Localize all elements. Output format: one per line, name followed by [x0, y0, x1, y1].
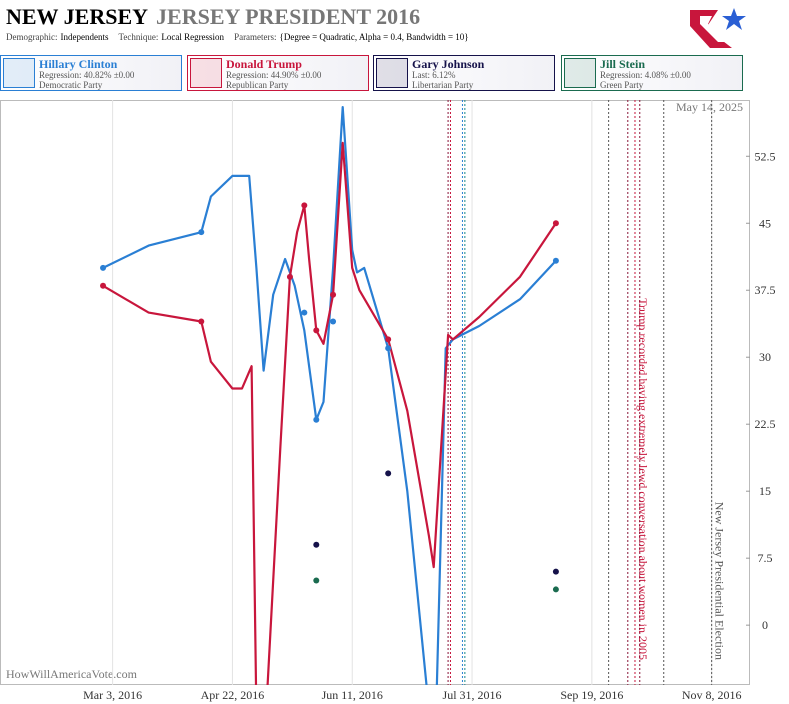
legend-name: Hillary Clinton — [39, 57, 118, 71]
legend-name: Jill Stein — [600, 57, 646, 71]
event-label: New Jersey Presidential Election — [713, 502, 727, 660]
legend-name: Gary Johnson — [412, 57, 485, 71]
y-tick-label: 45 — [759, 216, 771, 230]
parameter-label: Parameters: — [234, 32, 277, 42]
legend: Hillary Clinton Regression: 40.82% ±0.00 D… — [0, 55, 750, 93]
legend-icon — [190, 58, 222, 88]
poll-dot — [313, 416, 320, 423]
x-tick-label: Sep 19, 2016 — [560, 688, 623, 702]
poll-dot — [198, 318, 205, 325]
poll-dot — [552, 586, 559, 593]
legend-item: Gary Johnson Last: 6.12% Libertarian Party — [373, 55, 555, 91]
poll-dot — [301, 309, 308, 316]
parameter-value: Independents — [60, 32, 109, 42]
y-tick-label: 15 — [759, 484, 771, 498]
x-tick-label: Jun 11, 2016 — [322, 688, 383, 702]
logo — [690, 8, 746, 48]
logo-stripe — [700, 16, 728, 42]
logo-star — [722, 8, 746, 30]
legend-stat: Regression: 40.82% ±0.00 — [39, 70, 135, 80]
legend-stat: Last: 6.12% — [412, 70, 456, 80]
poll-dot — [313, 541, 320, 548]
y-tick-label: 30 — [759, 350, 771, 364]
parameter-label: Technique: — [118, 32, 159, 42]
x-tick-label: Jul 31, 2016 — [443, 688, 502, 702]
trend-line — [102, 106, 557, 685]
legend-item: Donald Trump Regression: 44.90% ±0.00 Repu… — [187, 55, 369, 91]
parameter-value: {Degree = Quadratic, Alpha = 0.4, Bandwi… — [279, 32, 469, 42]
poll-dot — [552, 257, 559, 264]
plot-frame — [0, 100, 750, 685]
subtitle: JERSEY PRESIDENT 2016 — [156, 4, 421, 29]
legend-party: Libertarian Party — [412, 80, 474, 90]
parameter-label: Demographic: — [6, 32, 58, 42]
legend-icon — [3, 58, 35, 88]
y-tick-label: 22.5 — [755, 417, 776, 431]
header: NEW JERSEY JERSEY PRESIDENT 2016 Demograp… — [6, 4, 479, 42]
poll-dot — [385, 345, 392, 352]
poll-dot — [313, 577, 320, 584]
parameters: Demographic: Independents Technique: Local … — [6, 32, 479, 42]
legend-icon — [564, 58, 596, 88]
y-tick-label: 52.5 — [755, 149, 776, 163]
parameter-value: Local Regression — [161, 32, 225, 42]
legend-item: Jill Stein Regression: 4.08% ±0.00 Green P… — [561, 55, 743, 91]
poll-dot — [552, 568, 559, 575]
poll-dot — [385, 470, 392, 477]
poll-dot — [330, 291, 337, 298]
poll-dot — [100, 264, 107, 271]
legend-icon — [376, 58, 408, 88]
legend-stat: Regression: 4.08% ±0.00 — [600, 70, 691, 80]
poll-dot — [286, 273, 293, 280]
poll-dot — [385, 336, 392, 343]
poll-dot — [313, 327, 320, 334]
legend-party: Democratic Party — [39, 80, 103, 90]
event-label: Trump recorded having extremely lewd con… — [636, 298, 650, 660]
legend-party: Republican Party — [226, 80, 289, 90]
poll-dot — [198, 229, 205, 236]
x-tick-label: Mar 3, 2016 — [83, 688, 142, 702]
poll-dot — [301, 202, 308, 209]
poll-dot — [552, 220, 559, 227]
title: NEW JERSEY — [6, 4, 149, 29]
source: HowWillAmericaVote.com — [6, 667, 138, 681]
trend-line — [102, 141, 557, 685]
legend-party: Green Party — [600, 80, 644, 90]
title-row: NEW JERSEY JERSEY PRESIDENT 2016 — [6, 4, 479, 30]
legend-name: Donald Trump — [226, 57, 302, 71]
poll-dot — [330, 318, 337, 325]
date-stamp: May 14, 2025 — [676, 100, 743, 114]
y-tick-label: 37.5 — [755, 283, 776, 297]
x-tick-label: Apr 22, 2016 — [201, 688, 265, 702]
y-tick-label: 7.5 — [758, 551, 773, 565]
x-tick-label: Nov 8, 2016 — [682, 688, 742, 702]
legend-item: Hillary Clinton Regression: 40.82% ±0.00 D… — [0, 55, 182, 91]
legend-stat: Regression: 44.90% ±0.00 — [226, 70, 322, 80]
poll-dot — [100, 282, 107, 289]
y-tick-label: 0 — [762, 618, 768, 632]
